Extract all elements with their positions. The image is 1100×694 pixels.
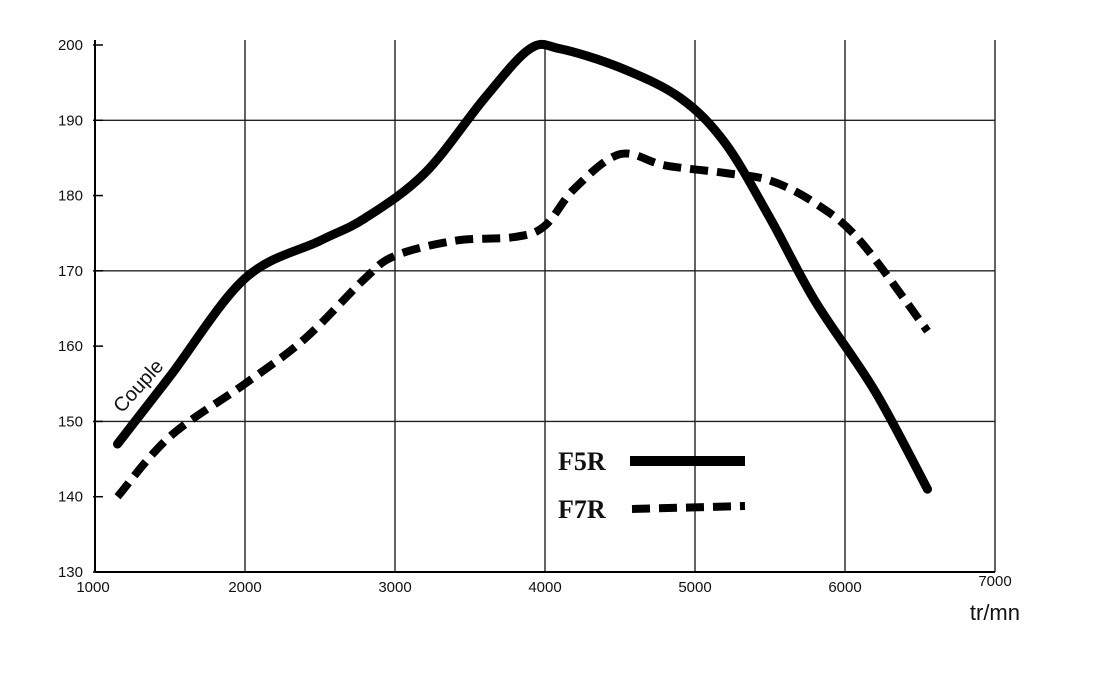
x-tick-label: 3000 <box>378 579 411 596</box>
legend-label-f5r: F5R <box>558 447 606 476</box>
x-axis-label: tr/mn <box>970 600 1020 625</box>
x-tick-label: 4000 <box>528 579 561 596</box>
x-tick-labels: 1000 2000 3000 4000 5000 6000 7000 <box>76 573 1011 596</box>
series-line-f7r <box>114 149 931 500</box>
x-tick-label: 1000 <box>76 579 109 596</box>
y-tick-label: 160 <box>58 338 83 355</box>
legend: F5R F7R <box>558 447 746 524</box>
legend-label-f7r: F7R <box>558 495 606 524</box>
axes <box>93 40 995 573</box>
legend-swatch-f7r <box>631 502 746 513</box>
x-tick-label: 5000 <box>678 579 711 596</box>
y-tick-label: 130 <box>58 564 83 581</box>
series-line-f5r <box>113 39 932 494</box>
y-tick-label: 170 <box>58 263 83 280</box>
y-tick-label: 180 <box>58 188 83 205</box>
x-tick-label: 6000 <box>828 579 861 596</box>
series-lines <box>113 39 932 500</box>
y-tick-label: 150 <box>58 413 83 430</box>
y-tick-label: 140 <box>58 489 83 506</box>
x-tick-label: 7000 <box>978 573 1011 590</box>
y-tick-label: 200 <box>58 37 83 54</box>
grid <box>95 40 996 572</box>
x-tick-label: 2000 <box>228 579 261 596</box>
y-tick-labels: 130 140 150 160 170 180 190 200 <box>58 37 83 581</box>
y-tick-label: 190 <box>58 112 83 129</box>
